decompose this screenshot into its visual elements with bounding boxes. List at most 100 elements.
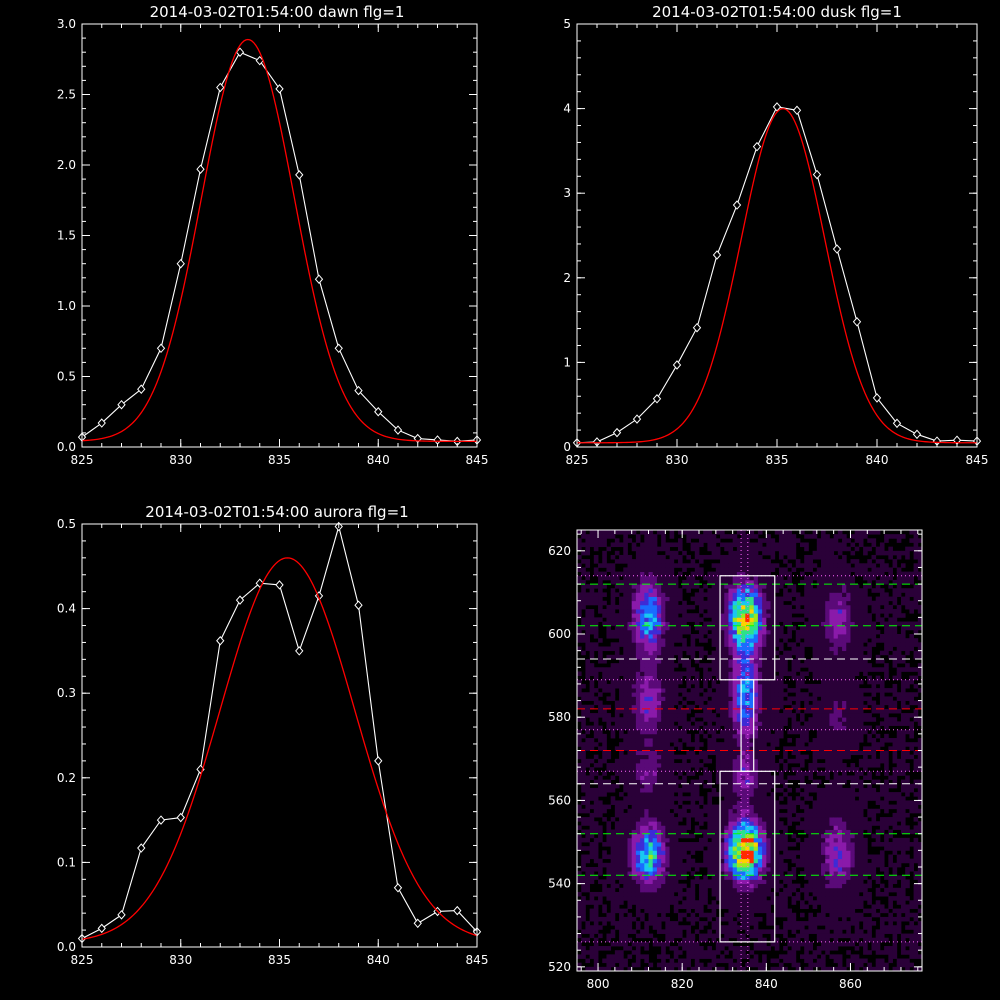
heatmap-cell	[732, 900, 738, 905]
heatmap-cell	[682, 937, 687, 943]
heatmap-cell	[648, 721, 654, 726]
heatmap-cell	[774, 966, 780, 972]
heatmap-cell	[770, 958, 776, 964]
heatmap-cell	[598, 592, 603, 597]
heatmap-cell	[694, 671, 700, 677]
heatmap-cell	[715, 663, 721, 668]
heatmap-cell	[631, 725, 637, 731]
heatmap-cell	[665, 646, 670, 652]
heatmap-cell	[774, 779, 780, 785]
heatmap-cell	[631, 638, 637, 643]
heatmap-cell	[665, 571, 670, 577]
heatmap-cell	[673, 866, 679, 872]
heatmap-cell	[703, 817, 708, 822]
heatmap-cell	[686, 825, 691, 830]
heatmap-cell	[589, 833, 595, 839]
aurora-data-point	[393, 883, 403, 893]
heatmap-cell	[661, 559, 666, 564]
heatmap-cell	[795, 688, 801, 693]
heatmap-cell	[682, 871, 687, 876]
heatmap-cell	[669, 812, 675, 818]
heatmap-cell	[610, 725, 616, 731]
heatmap-cell	[766, 767, 771, 772]
heatmap-cell	[656, 588, 662, 593]
heatmap-cell	[778, 692, 784, 697]
heatmap-cell	[627, 621, 633, 627]
heatmap-cell	[703, 592, 708, 597]
heatmap-cell	[661, 742, 666, 747]
heatmap-cell	[673, 604, 679, 610]
heatmap-cell	[593, 642, 599, 647]
heatmap-cell	[770, 683, 776, 689]
heatmap-cell	[665, 609, 670, 614]
heatmap-cell	[677, 792, 683, 797]
heatmap-cell	[577, 546, 582, 552]
heatmap-cell	[787, 654, 792, 660]
heatmap-cell	[585, 958, 591, 964]
heatmap-cell	[757, 808, 763, 814]
heatmap-cell	[732, 638, 738, 643]
heatmap-cell	[652, 796, 658, 801]
heatmap-cell	[711, 950, 717, 955]
heatmap-cell	[766, 642, 771, 647]
heatmap-cell	[732, 908, 738, 914]
heatmap-cell	[804, 567, 809, 572]
heatmap-cell	[686, 671, 691, 677]
heatmap-cell	[757, 883, 763, 889]
heatmap-cell	[741, 575, 746, 581]
heatmap-cell	[581, 754, 586, 760]
heatmap-cell	[707, 546, 713, 552]
heatmap-cell	[699, 812, 704, 818]
heatmap-cell	[627, 750, 633, 756]
heatmap-cell	[766, 921, 771, 926]
heatmap-cell	[732, 767, 738, 772]
heatmap-cell	[766, 634, 771, 639]
heatmap-cell	[635, 812, 641, 818]
heatmap-cell	[656, 954, 662, 959]
heatmap-cell	[774, 688, 780, 693]
heatmap-cell	[736, 530, 742, 535]
heatmap-cell	[627, 717, 633, 722]
heatmap-cell	[682, 621, 687, 627]
heatmap-cell	[619, 704, 624, 710]
heatmap-cell	[703, 891, 708, 897]
heatmap-cell	[661, 875, 666, 880]
heatmap-cell	[640, 683, 645, 689]
heatmap-cell	[783, 634, 788, 639]
heatmap-cell	[774, 729, 780, 735]
heatmap-cell	[707, 588, 713, 593]
heatmap-cell	[715, 950, 721, 955]
heatmap-cell	[577, 625, 582, 631]
heatmap-cell	[623, 937, 628, 943]
heatmap-cell	[652, 729, 658, 735]
aurora-data-point	[413, 918, 422, 929]
heatmap-cell	[791, 717, 797, 722]
heatmap-cell	[648, 891, 654, 897]
heatmap-cell	[787, 908, 792, 914]
heatmap-cell	[778, 854, 784, 860]
heatmap-cell	[610, 908, 616, 914]
heatmap-cell	[753, 946, 759, 951]
heatmap-cell	[661, 767, 666, 772]
heatmap-cell	[762, 717, 767, 722]
heatmap-cell	[762, 767, 767, 772]
heatmap-cell	[665, 754, 670, 760]
heatmap-cell	[799, 904, 805, 909]
heatmap-cell	[724, 634, 729, 639]
heatmap-cell	[707, 929, 713, 934]
heatmap-cell	[602, 534, 607, 539]
heatmap-cell	[787, 787, 792, 793]
heatmap-cell	[783, 875, 788, 880]
heatmap-cell	[673, 754, 679, 760]
heatmap-cell	[598, 650, 603, 656]
heatmap-cell	[783, 567, 788, 572]
heatmap-cell	[669, 559, 675, 564]
heatmap-cell	[774, 829, 780, 835]
heatmap-cell	[669, 650, 675, 656]
heatmap-cell	[610, 571, 616, 577]
heatmap-cell	[614, 904, 620, 909]
heatmap-cell	[762, 667, 767, 672]
heatmap-cell	[652, 675, 658, 681]
heatmap-cell	[652, 658, 658, 664]
heatmap-cell	[762, 792, 767, 797]
